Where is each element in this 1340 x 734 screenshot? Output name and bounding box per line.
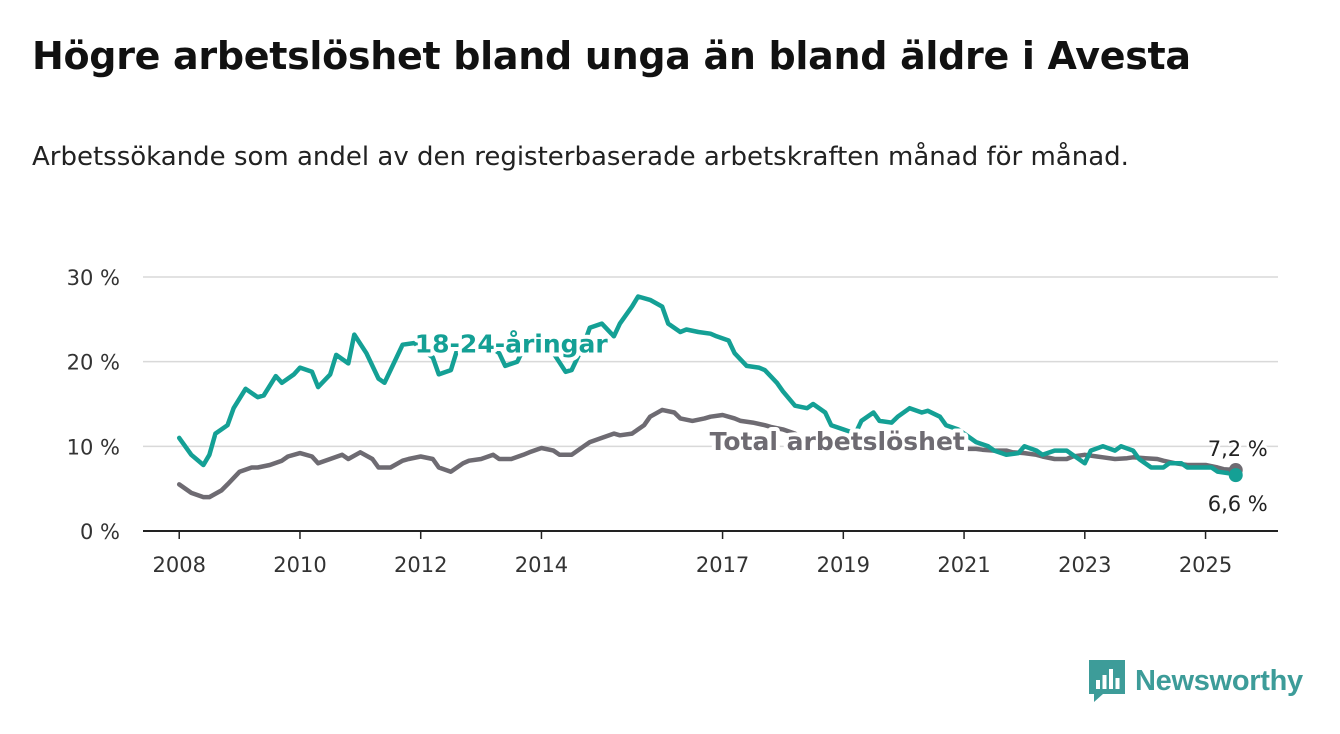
x-tick-label: 2014 (515, 553, 568, 577)
x-tick-label: 2012 (394, 553, 447, 577)
x-tick-label: 2010 (273, 553, 326, 577)
x-tick-label: 2019 (817, 553, 870, 577)
series-name-label: 18-24-åringar (415, 330, 609, 359)
series-line (176, 294, 1238, 478)
series-lines (176, 294, 1238, 500)
x-axis: 2008 2010 2012 2014 2017 2019 2021 2023 2025 (143, 530, 1278, 577)
y-axis-labels: 0 % 10 % 20 % 30 % (67, 266, 120, 544)
y-tick-label: 20 % (67, 351, 120, 375)
y-tick-label: 30 % (67, 266, 120, 290)
end-markers (1228, 463, 1243, 483)
annotations: 18-24-åringar Total arbetslöshet 7,2 % 6,6 … (411, 326, 1270, 519)
x-tick-label: 2023 (1058, 553, 1111, 577)
newsworthy-logo[interactable]: Newsworthy (1089, 660, 1303, 702)
series-line (176, 407, 1238, 500)
bar-chart-icon (1089, 660, 1125, 702)
chart-subtitle: Arbetssökande som andel av den registerb… (32, 142, 1129, 172)
end-value-label: 6,6 % (1208, 492, 1268, 516)
series-name-label: Total arbetslöshet (710, 427, 965, 456)
x-tick-label: 2021 (937, 553, 990, 577)
x-tick-label: 2008 (152, 553, 205, 577)
grid-lines (143, 276, 1278, 448)
logo-text: Newsworthy (1135, 664, 1303, 697)
y-tick-label: 10 % (67, 435, 120, 459)
chart-title: Högre arbetslöshet bland unga än bland ä… (32, 34, 1191, 78)
y-tick-label: 0 % (80, 520, 120, 544)
x-tick-label: 2017 (696, 553, 749, 577)
end-point-marker (1228, 468, 1243, 483)
x-tick-label: 2025 (1179, 553, 1232, 577)
end-value-label: 7,2 % (1208, 437, 1268, 461)
